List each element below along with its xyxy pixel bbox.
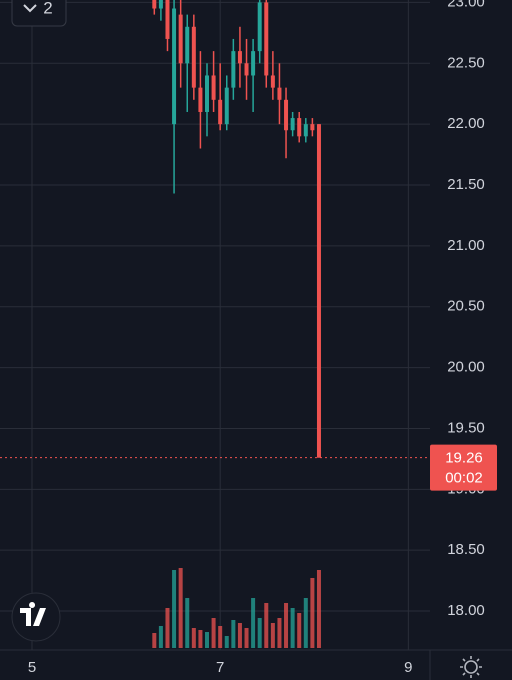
y-tick-label: 20.00 (447, 359, 485, 376)
candle-body (237, 51, 242, 64)
candle-body (205, 75, 210, 112)
volume-bar (224, 636, 229, 648)
volume (152, 568, 321, 648)
x-tick-label: 7 (216, 659, 224, 676)
candle-body (277, 87, 282, 100)
volume-bar (264, 603, 269, 648)
interval-count: 2 (43, 0, 52, 17)
volume-bar (297, 613, 302, 648)
x-tick-label: 5 (28, 659, 36, 676)
volume-bar (218, 626, 223, 648)
settings-icon[interactable] (460, 656, 482, 678)
y-tick-label: 23.00 (447, 0, 485, 10)
y-tick-label: 22.50 (447, 54, 485, 71)
x-tick-label: 9 (404, 659, 412, 676)
interval-box[interactable] (11, 0, 67, 27)
chevron-icon (23, 4, 37, 13)
y-tick-label: 20.50 (447, 298, 485, 315)
candle-body (310, 124, 315, 131)
candle-body (198, 87, 203, 112)
candle-body (218, 99, 223, 125)
candle-body (224, 87, 229, 125)
volume-bar (284, 603, 289, 648)
volume-bar (152, 633, 157, 648)
volume-bar (251, 598, 256, 648)
volume-bar (158, 626, 163, 648)
candle-body (284, 99, 289, 131)
candle-body (303, 124, 308, 137)
candle-body (257, 2, 262, 52)
logo-mark (20, 602, 46, 626)
price-marker: 19.26 00:02 (0, 444, 497, 491)
candle-body (316, 124, 321, 458)
volume-bar (244, 628, 249, 648)
volume-bar (303, 598, 308, 648)
volume-bar (211, 618, 216, 648)
grid (0, 0, 430, 650)
y-tick-label: 21.50 (447, 176, 485, 193)
candle-body (264, 2, 269, 76)
candle-body (231, 51, 236, 88)
volume-bar (198, 630, 203, 648)
volume-bar (185, 598, 190, 648)
volume-bar (191, 628, 196, 648)
volume-bar (172, 570, 177, 648)
y-tick-label: 18.50 (447, 541, 485, 558)
volume-bar (316, 570, 321, 648)
candle-body (165, 0, 170, 39)
sun-core (464, 660, 478, 674)
y-tick-label: 19.50 (447, 419, 485, 436)
candle-body (270, 75, 275, 88)
countdown-label: 00:02 (445, 470, 483, 487)
y-tick-label: 22.00 (447, 115, 485, 132)
volume-bar (257, 618, 262, 648)
candle-body (251, 51, 256, 76)
candle-body (211, 75, 216, 100)
volume-bar (270, 623, 275, 648)
volume-bar (205, 632, 210, 648)
candle-body (178, 14, 183, 64)
volume-bar (237, 623, 242, 648)
candle-body (152, 0, 157, 9)
candle-body (191, 26, 196, 88)
volume-bar (178, 568, 183, 648)
sun-rays (460, 656, 482, 678)
interval-button[interactable]: 2 (11, 0, 67, 27)
candle-body (172, 8, 177, 125)
candle-body (158, 0, 163, 9)
volume-bar (290, 608, 295, 648)
volume-bar (165, 608, 170, 648)
y-tick-label: 21.00 (447, 237, 485, 254)
logo-circle (11, 592, 61, 642)
volume-bar (231, 620, 236, 648)
candle-body (290, 118, 295, 131)
volume-bar (277, 618, 282, 648)
tradingview-logo[interactable] (11, 592, 61, 642)
candle-body (185, 26, 190, 64)
volume-bar (310, 578, 315, 648)
candle-body (244, 63, 249, 76)
y-tick-label: 18.00 (447, 602, 485, 619)
axes: 18.0018.5019.0019.5020.0020.5021.0021.50… (28, 0, 485, 676)
candles (152, 0, 321, 458)
last-price-label: 19.26 (445, 450, 483, 467)
candle-body (297, 118, 302, 137)
last-price-box (430, 444, 497, 491)
